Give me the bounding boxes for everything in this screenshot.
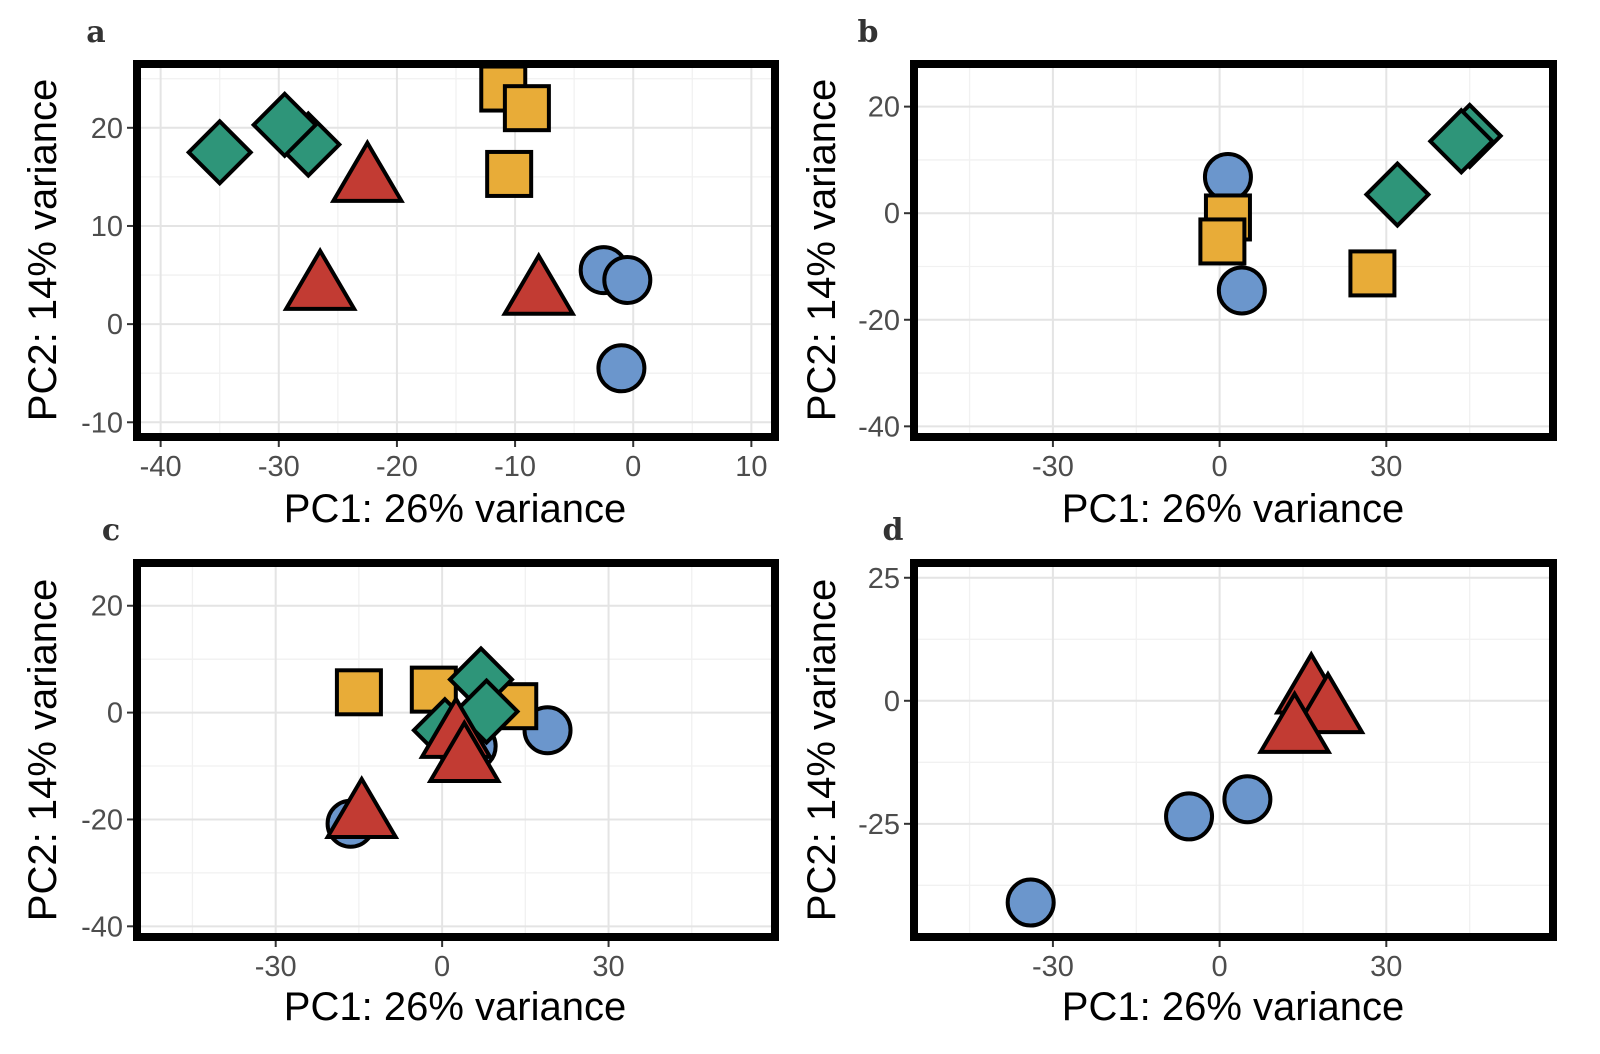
y-tick-label: 0 xyxy=(107,309,123,341)
y-tick-label: 10 xyxy=(91,211,123,243)
y-tick-label: 20 xyxy=(868,92,900,124)
square-point xyxy=(409,665,458,714)
y-tick-label: -20 xyxy=(858,305,900,337)
diamond-point xyxy=(250,91,319,159)
circle-point xyxy=(596,343,647,394)
data-points xyxy=(324,645,573,849)
square-point xyxy=(485,149,534,198)
y-tick-label: -25 xyxy=(858,809,900,841)
y-axis-title: PC2: 14% variance xyxy=(800,579,844,921)
x-tick-label: 30 xyxy=(1370,451,1402,483)
x-axis-title: PC1: 26% variance xyxy=(284,487,626,531)
x-tick-label: -20 xyxy=(376,451,418,483)
square-point xyxy=(1348,249,1397,298)
x-tick-label: 30 xyxy=(1370,951,1402,983)
x-tick-label: -30 xyxy=(255,951,297,983)
x-tick-label: -30 xyxy=(1032,451,1074,483)
x-tick-label: -30 xyxy=(1032,951,1074,983)
circle-point xyxy=(1164,791,1215,842)
plot-frame xyxy=(910,559,1557,941)
y-tick-label: 25 xyxy=(868,563,900,595)
panel-d: -30 0 30 -25 0 25 PC1: 26% variance PC2: 14% va… xyxy=(800,513,1557,1029)
data-points xyxy=(185,64,653,394)
y-axis-title: PC2: 14% variance xyxy=(800,79,844,421)
x-tick-label: 0 xyxy=(1212,451,1228,483)
x-tick-label: -10 xyxy=(494,451,536,483)
y-axis-title: PC2: 14% variance xyxy=(21,579,65,921)
circle-point xyxy=(1216,265,1267,316)
panel-letter: a xyxy=(86,15,105,50)
triangle-point xyxy=(324,775,400,840)
circle-point xyxy=(1222,774,1273,825)
y-tick-label: -40 xyxy=(81,911,123,943)
square-point xyxy=(1198,217,1247,266)
triangle-point xyxy=(501,251,577,316)
triangle-point xyxy=(282,246,358,311)
triangle-point xyxy=(1290,670,1366,735)
x-tick-label: -30 xyxy=(258,451,300,483)
y-tick-label: 0 xyxy=(884,686,900,718)
y-tick-label: -10 xyxy=(81,407,123,439)
panel-letter: c xyxy=(102,513,120,548)
x-tick-label: 10 xyxy=(735,451,767,483)
panel-b: -30 0 30 -40 -20 0 20 PC1: 26% variance PC2: 14%… xyxy=(800,15,1557,531)
y-tick-label: 20 xyxy=(91,113,123,145)
x-tick-label: 0 xyxy=(434,951,450,983)
y-axis-title: PC2: 14% variance xyxy=(21,79,65,421)
x-tick-label: 0 xyxy=(1212,951,1228,983)
y-tick-label: 0 xyxy=(107,698,123,730)
square-point xyxy=(334,668,383,717)
x-axis-title: PC1: 26% variance xyxy=(1062,487,1404,531)
diamond-point xyxy=(1363,160,1432,229)
panel-letter: d xyxy=(883,513,904,548)
y-tick-label: 20 xyxy=(91,591,123,623)
y-tick-label: -20 xyxy=(81,804,123,836)
circle-point xyxy=(1005,877,1056,928)
x-axis-title: PC1: 26% variance xyxy=(284,985,626,1029)
x-tick-label: 0 xyxy=(625,451,641,483)
plot-frame xyxy=(133,60,779,441)
diamond-point xyxy=(1427,107,1496,176)
square-point xyxy=(502,84,551,133)
panel-letter: b xyxy=(858,15,879,50)
x-tick-label: -40 xyxy=(140,451,182,483)
circle-point xyxy=(602,254,653,305)
y-tick-label: 0 xyxy=(884,198,900,230)
triangle-point xyxy=(426,718,502,783)
data-points xyxy=(1198,102,1504,316)
data-points xyxy=(1005,650,1366,928)
x-axis-title: PC1: 26% variance xyxy=(1062,985,1404,1029)
plot-frame xyxy=(133,559,779,941)
panel-a: -40 -30 -20 -10 0 10 -10 0 10 20 PC1: 26% variance… xyxy=(21,15,779,531)
plot-frame xyxy=(910,60,1557,441)
x-tick-label: 30 xyxy=(592,951,624,983)
diamond-point xyxy=(185,118,254,187)
y-tick-label: -40 xyxy=(858,411,900,443)
circle-point xyxy=(1202,151,1253,202)
panel-c: -30 0 30 -40 -20 0 20 PC1: 26% variance PC2: 14%… xyxy=(21,513,779,1029)
plot-background xyxy=(914,563,1553,937)
triangle-point xyxy=(1257,689,1333,754)
triangle-point xyxy=(329,138,405,203)
